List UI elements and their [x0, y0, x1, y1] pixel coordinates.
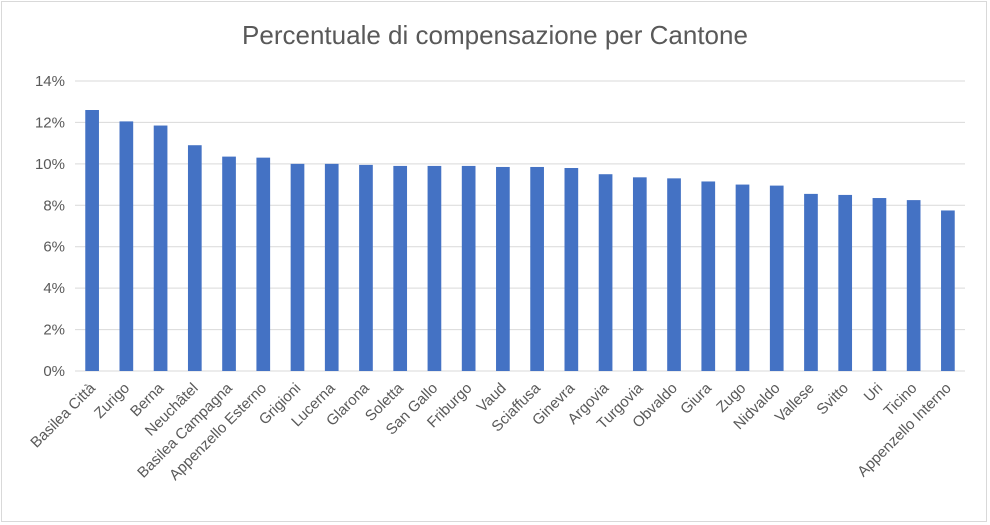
x-tick-label: Vallese [772, 380, 818, 426]
bar [804, 193, 818, 371]
y-tick-label: 2% [43, 322, 65, 339]
y-tick-label: 6% [43, 239, 65, 256]
x-tick-label: Zurigo [91, 380, 133, 422]
bar [461, 165, 476, 371]
y-tick-label: 8% [43, 197, 65, 214]
bars [85, 110, 955, 372]
bar [530, 166, 544, 371]
bar [667, 178, 681, 371]
bar [393, 165, 408, 371]
y-tick-label: 12% [35, 114, 65, 131]
bar [256, 157, 271, 371]
x-tick-label: Giura [677, 379, 715, 417]
bar [838, 194, 853, 371]
y-tick-label: 14% [35, 73, 65, 90]
bar [632, 177, 647, 371]
bar [187, 145, 202, 371]
x-axis-ticks: Basilea CittàZurigoBernaNeuchâtelBasilea… [27, 379, 954, 483]
bar [85, 110, 99, 371]
y-tick-label: 4% [43, 280, 65, 297]
bar [735, 184, 750, 371]
bar [906, 200, 921, 371]
gridlines [75, 80, 965, 372]
bar [496, 166, 510, 371]
bar [359, 164, 373, 371]
x-tick-label: Svitto [813, 380, 852, 419]
bar [119, 121, 134, 372]
bar [290, 163, 305, 371]
bar [324, 163, 339, 371]
y-tick-label: 10% [35, 156, 65, 173]
bar [872, 198, 887, 371]
bar [153, 125, 168, 372]
bar [598, 174, 613, 371]
bar [427, 165, 442, 371]
y-tick-label: 0% [43, 363, 65, 380]
bar [769, 185, 784, 371]
x-tick-label: Uri [861, 380, 887, 406]
bar [941, 210, 955, 371]
chart-title: Percentuale di compensazione per Cantone [242, 20, 748, 50]
bar [564, 168, 579, 371]
bar [701, 181, 716, 371]
y-axis-ticks: 0% 2% 4% 6% 8% 10% 12% 14% [35, 73, 65, 380]
x-tick-label: Basilea Città [27, 379, 99, 451]
bar [222, 156, 236, 371]
